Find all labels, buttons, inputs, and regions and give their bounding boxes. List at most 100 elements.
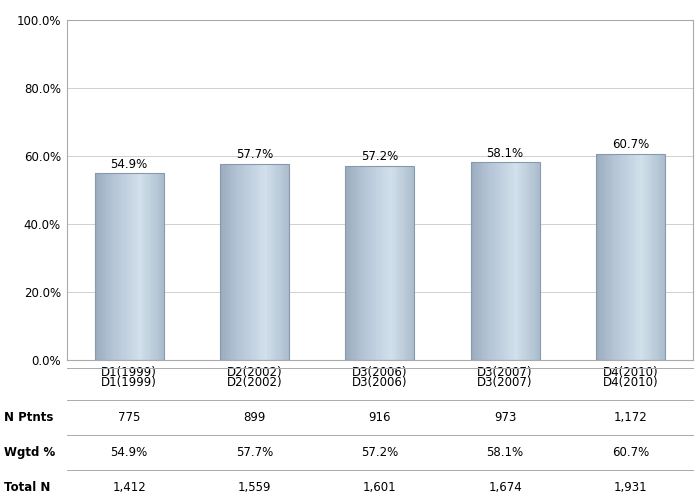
Bar	[390, 166, 391, 360]
Bar	[529, 162, 531, 360]
Text: D3(2006): D3(2006)	[352, 376, 407, 389]
Bar	[389, 166, 390, 360]
Bar	[537, 162, 538, 360]
Bar	[508, 162, 509, 360]
Bar	[513, 162, 514, 360]
Text: 57.2%: 57.2%	[361, 446, 398, 459]
Bar	[244, 164, 246, 360]
Bar	[143, 174, 144, 360]
Bar	[635, 154, 636, 360]
Bar	[386, 166, 388, 360]
Bar	[234, 164, 235, 360]
Bar	[535, 162, 536, 360]
Bar	[153, 174, 155, 360]
Bar	[99, 174, 101, 360]
Bar	[662, 154, 664, 360]
Bar	[402, 166, 404, 360]
Bar	[398, 166, 400, 360]
Bar	[360, 166, 361, 360]
Bar	[470, 162, 472, 360]
Bar	[413, 166, 414, 360]
Text: N Ptnts: N Ptnts	[4, 411, 53, 424]
Bar	[624, 154, 626, 360]
Bar	[503, 162, 504, 360]
Bar	[505, 162, 506, 360]
Bar	[480, 162, 481, 360]
Bar	[112, 174, 113, 360]
Bar	[395, 166, 396, 360]
Bar	[536, 162, 538, 360]
Bar	[286, 164, 287, 360]
Bar	[229, 164, 230, 360]
Bar	[383, 166, 384, 360]
Bar	[146, 174, 148, 360]
Bar	[598, 154, 599, 360]
Bar	[158, 174, 159, 360]
Bar	[356, 166, 357, 360]
Bar	[379, 166, 380, 360]
Bar	[256, 164, 257, 360]
Text: 1,172: 1,172	[613, 411, 648, 424]
Bar	[627, 154, 628, 360]
Bar	[407, 166, 409, 360]
Bar	[515, 162, 517, 360]
Bar	[472, 162, 473, 360]
Bar	[375, 166, 377, 360]
Bar	[105, 174, 106, 360]
Bar	[477, 162, 479, 360]
Bar	[486, 162, 488, 360]
Bar	[370, 166, 371, 360]
Bar	[261, 164, 262, 360]
Bar	[495, 162, 496, 360]
Bar	[489, 162, 490, 360]
Bar	[498, 162, 499, 360]
Bar	[638, 154, 640, 360]
Bar	[613, 154, 615, 360]
Bar	[130, 174, 132, 360]
Bar	[160, 174, 162, 360]
Bar	[284, 164, 286, 360]
Bar	[411, 166, 412, 360]
Bar	[605, 154, 606, 360]
Text: 58.1%: 58.1%	[486, 446, 524, 459]
Bar	[372, 166, 373, 360]
Text: 1,601: 1,601	[363, 481, 397, 494]
Text: D2(2002): D2(2002)	[227, 376, 282, 389]
Bar	[499, 162, 500, 360]
Bar	[275, 164, 276, 360]
Bar	[96, 174, 97, 360]
Bar	[658, 154, 659, 360]
Bar	[223, 164, 225, 360]
Bar	[514, 162, 515, 360]
Bar	[393, 166, 395, 360]
Bar	[652, 154, 653, 360]
Bar	[397, 166, 398, 360]
Bar	[350, 166, 351, 360]
Bar	[357, 166, 358, 360]
Bar	[400, 166, 402, 360]
Bar	[148, 174, 149, 360]
Bar	[157, 174, 158, 360]
Bar	[386, 166, 387, 360]
Bar	[664, 154, 665, 360]
Bar	[348, 166, 349, 360]
Bar	[102, 174, 103, 360]
Bar	[152, 174, 153, 360]
Bar	[270, 164, 272, 360]
Bar	[621, 154, 622, 360]
Bar	[354, 166, 356, 360]
Bar	[122, 174, 123, 360]
Bar	[651, 154, 652, 360]
Bar	[110, 174, 111, 360]
Bar	[384, 166, 386, 360]
Bar	[282, 164, 284, 360]
Bar	[113, 174, 114, 360]
Bar	[606, 154, 608, 360]
Bar	[230, 164, 232, 360]
Bar	[346, 166, 348, 360]
Bar	[504, 162, 505, 360]
Bar	[626, 154, 627, 360]
Bar	[645, 154, 647, 360]
Bar	[473, 162, 474, 360]
Bar	[659, 154, 660, 360]
